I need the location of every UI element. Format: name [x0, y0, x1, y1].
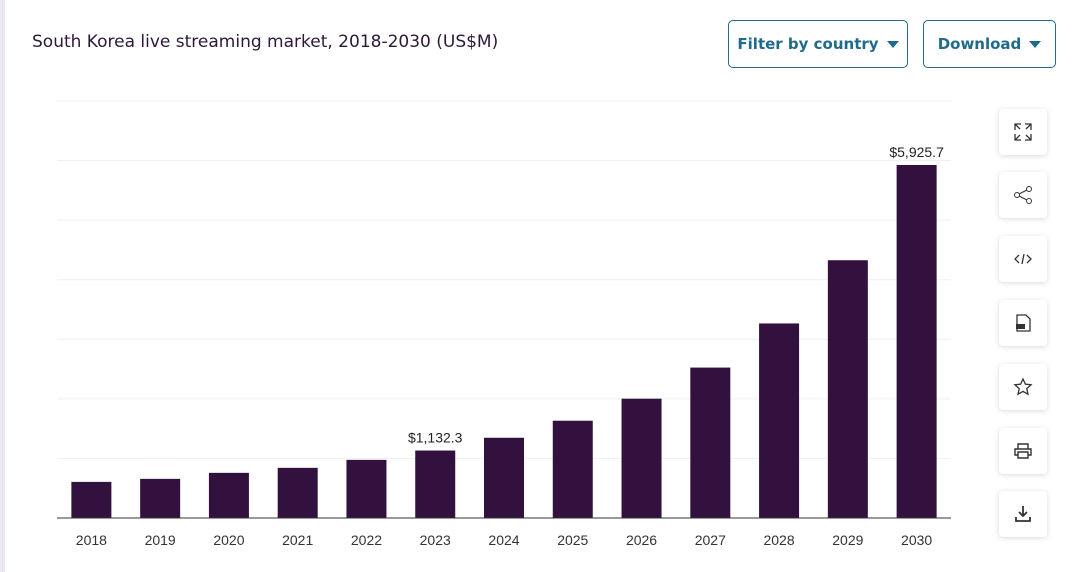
icon — [1015, 506, 1031, 522]
bar — [827, 260, 868, 518]
bar — [621, 398, 662, 518]
x-tick-label: 2019 — [145, 532, 176, 548]
icon — [1014, 443, 1032, 459]
bar — [71, 481, 112, 518]
value-label: $5,925.7 — [889, 144, 944, 160]
x-tick-label: 2025 — [557, 532, 588, 548]
x-tick-label: 2020 — [213, 532, 244, 548]
print-button[interactable] — [999, 428, 1047, 474]
xls-button[interactable] — [999, 300, 1047, 346]
download-icon-button[interactable] — [999, 491, 1047, 537]
bar — [415, 450, 456, 518]
icon — [1014, 253, 1032, 265]
button-label: Filter by country — [737, 35, 879, 53]
x-tick-label: 2029 — [832, 532, 863, 548]
x-tick-label: 2024 — [488, 532, 519, 548]
fullscreen-button[interactable] — [999, 109, 1047, 155]
chart-title: South Korea live streaming market, 2018-… — [32, 32, 499, 52]
bar — [759, 323, 800, 518]
bar — [208, 472, 249, 518]
favorite-button[interactable] — [999, 364, 1047, 410]
caret — [886, 40, 899, 48]
icon — [1014, 123, 1032, 141]
icon — [1013, 377, 1033, 396]
x-tick-label: 2018 — [76, 532, 107, 548]
caret — [1029, 40, 1042, 48]
bar — [277, 467, 318, 518]
x-tick-label: 2030 — [901, 532, 932, 548]
filter-button[interactable]: Filter by country — [728, 20, 908, 68]
x-tick-label: 2023 — [420, 532, 451, 548]
chart: 2018 2019 2020 2021 2022 2023 $1,132.3 2024 2025… — [57, 100, 951, 548]
x-tick-label: 2028 — [763, 532, 794, 548]
embed-button[interactable] — [999, 236, 1047, 282]
icon — [1014, 186, 1032, 204]
x-tick-label: 2027 — [695, 532, 726, 548]
button-label: Download — [937, 35, 1022, 53]
x-tick-label: 2026 — [626, 532, 657, 548]
bar — [552, 420, 593, 518]
x-tick-label: 2022 — [351, 532, 382, 548]
bar — [690, 367, 731, 518]
bar — [896, 164, 937, 518]
value-label: $1,132.3 — [408, 430, 463, 446]
bar — [346, 459, 387, 518]
bar — [484, 437, 524, 518]
download-button[interactable]: Download — [923, 20, 1056, 68]
x-tick-label: 2021 — [282, 532, 313, 548]
icon — [1016, 314, 1031, 332]
bar — [140, 478, 181, 518]
share-button[interactable] — [999, 172, 1047, 218]
